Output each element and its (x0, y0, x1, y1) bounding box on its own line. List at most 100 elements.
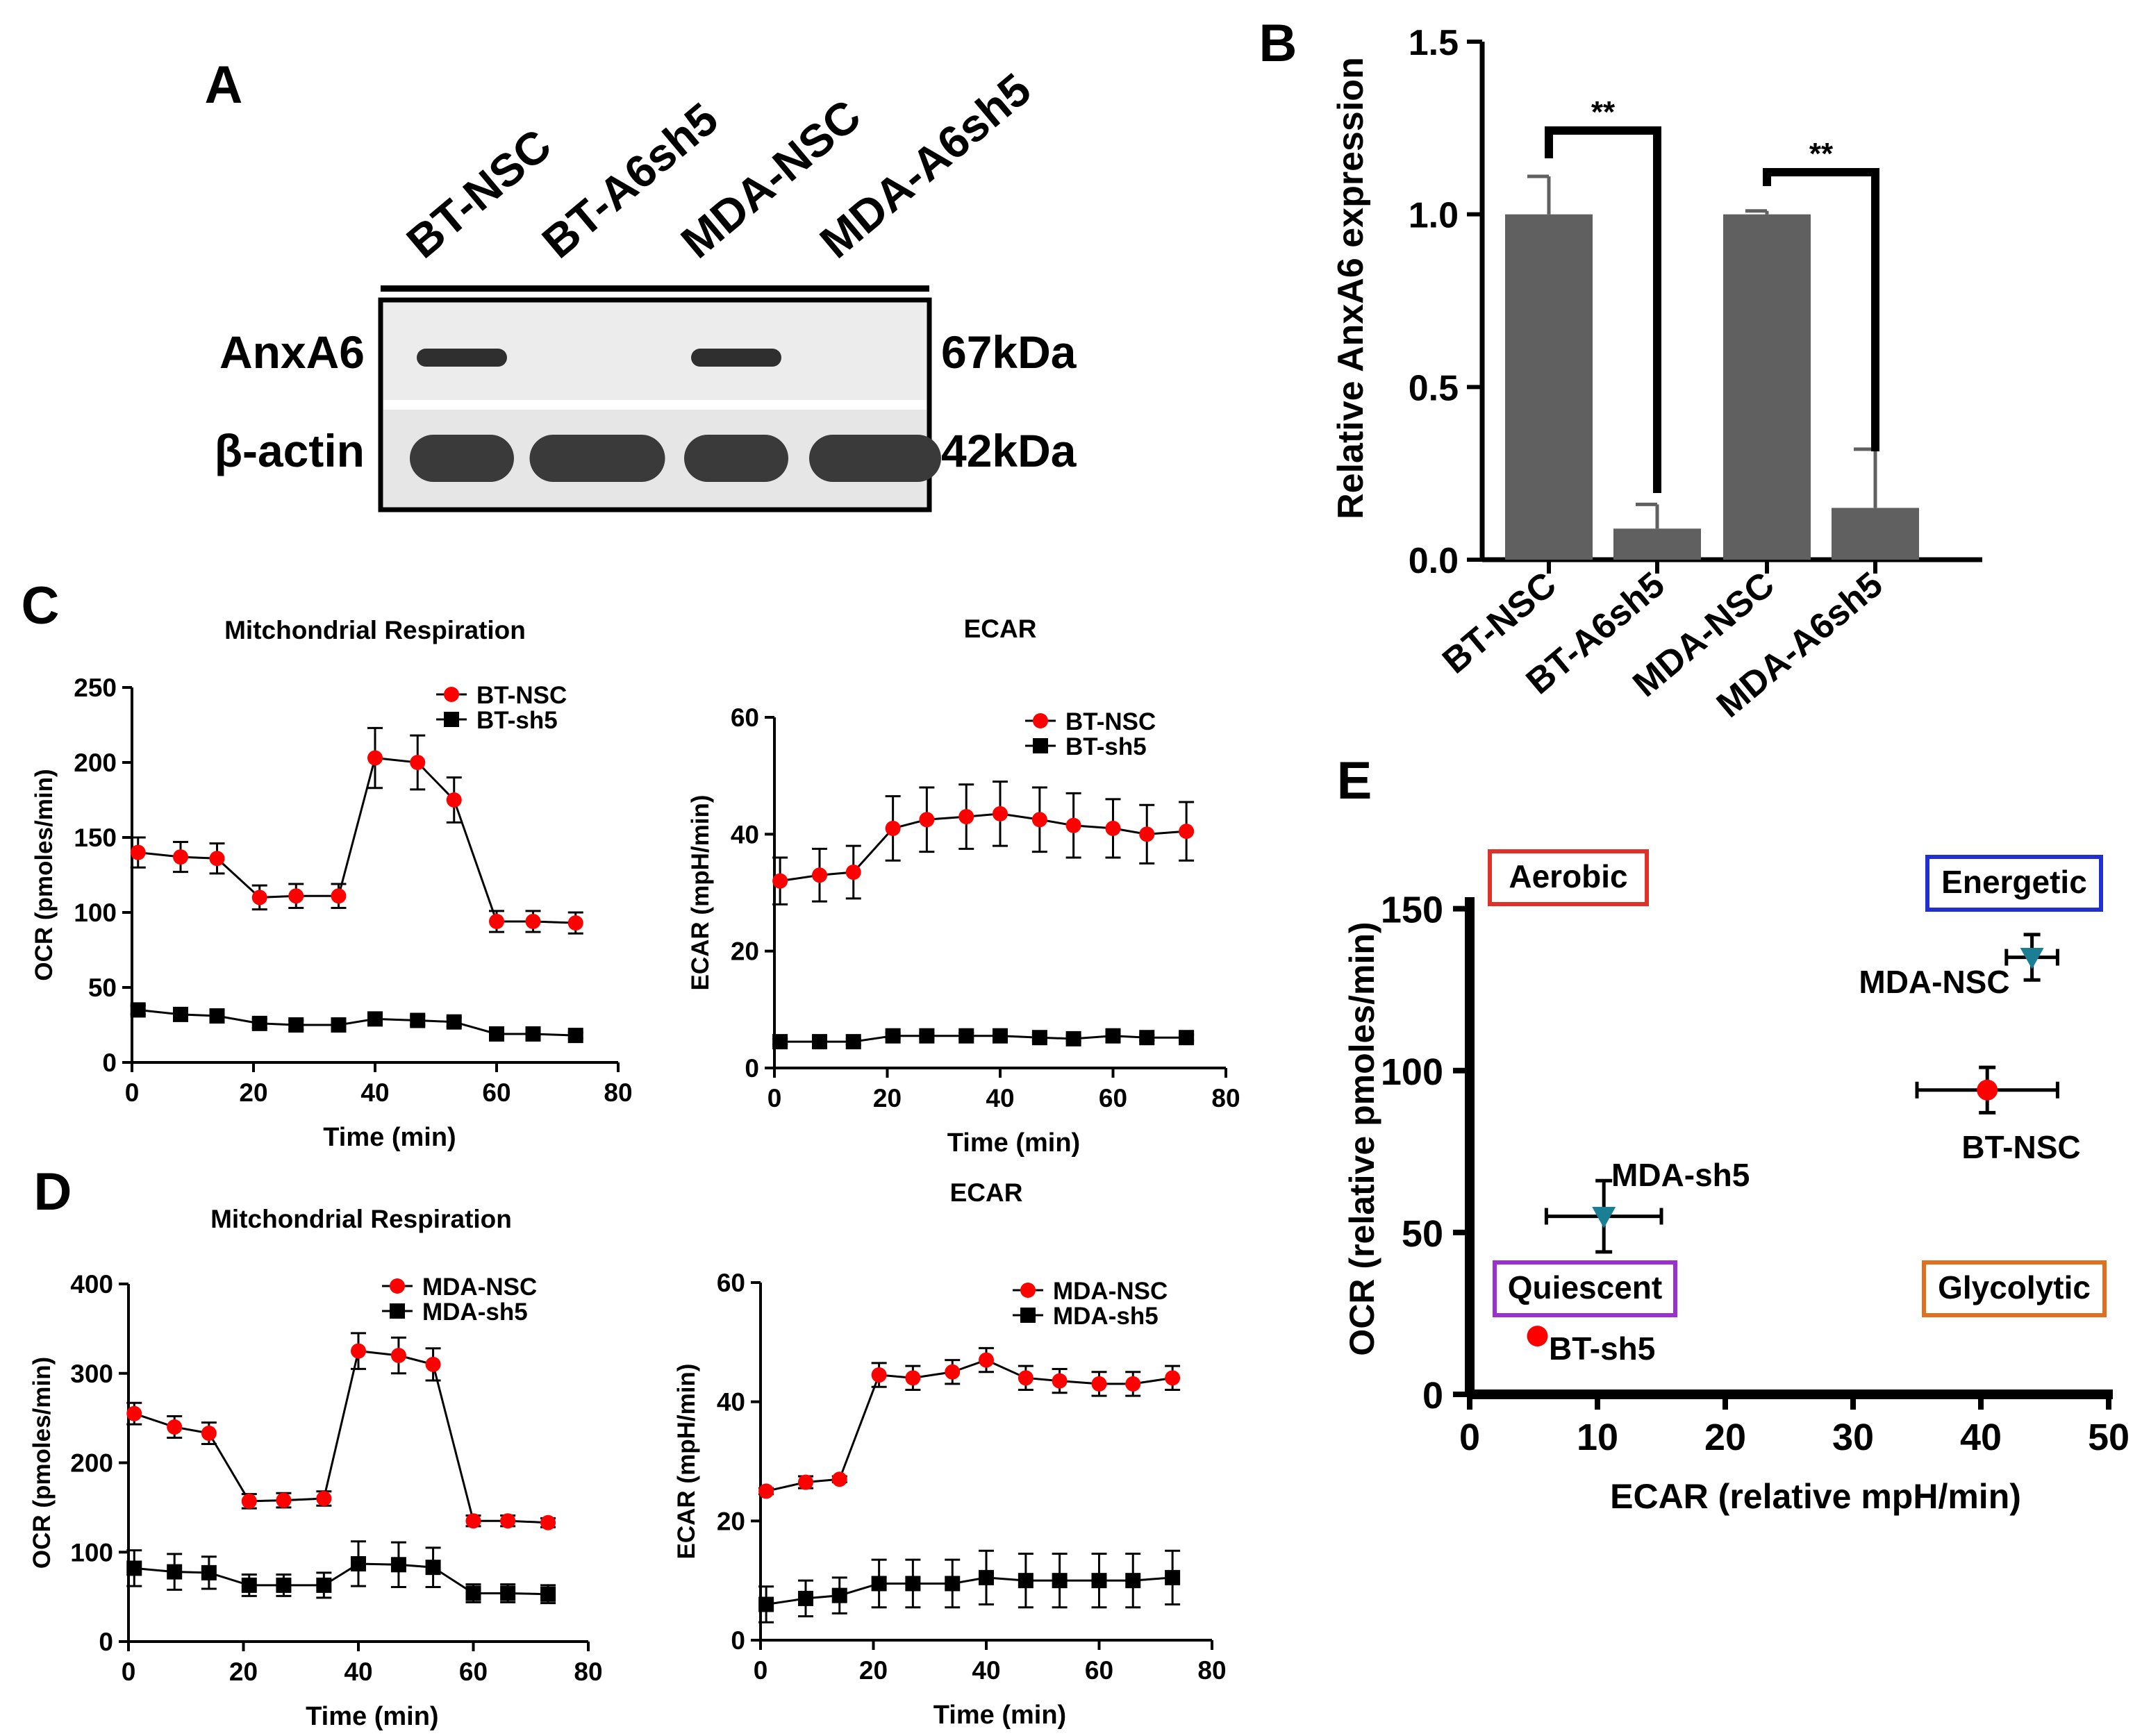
data-point (993, 1028, 1008, 1044)
y-tick-label: 400 (70, 1270, 113, 1299)
blot-top-bar (381, 285, 929, 292)
data-point (1018, 1370, 1033, 1386)
data-point (993, 806, 1008, 821)
y-tick-label: 0.0 (1409, 541, 1459, 581)
data-point (500, 1513, 516, 1529)
x-tick-label: 10 (1577, 1417, 1618, 1458)
data-point (410, 755, 426, 770)
scatter-point (1527, 1326, 1548, 1347)
legend-label: BT-sh5 (1065, 733, 1147, 760)
data-point (425, 1356, 441, 1372)
chart-title: ECAR (950, 1178, 1023, 1207)
data-point (1165, 1370, 1181, 1386)
data-point (167, 1564, 183, 1580)
quadrant-label: Aerobic (1509, 858, 1627, 894)
data-point (845, 1034, 861, 1050)
y-tick-label: 300 (70, 1360, 113, 1388)
data-point (772, 1034, 788, 1050)
legend-marker (1020, 1308, 1036, 1323)
scatter-point-label: MDA-sh5 (1611, 1157, 1750, 1193)
data-point (567, 1028, 583, 1044)
x-tick-label: 60 (1099, 1084, 1127, 1112)
series-line (765, 1358, 1173, 1492)
x-tick-label: 30 (1832, 1417, 1874, 1458)
data-point (1179, 824, 1195, 840)
y-tick-label: 20 (731, 937, 759, 966)
panel-d-ecar-chart: ECAR 0 20 40 60 0 20 40 60 80 Time (min) ECAR (mpH/… (673, 1178, 1227, 1730)
data-point (758, 1596, 774, 1612)
y-tick-label: 100 (1381, 1051, 1443, 1093)
panel-letter-c: C (22, 576, 60, 635)
x-axis-title: Time (min) (323, 1123, 456, 1152)
y-axis-title: OCR (pmoles/min) (31, 769, 58, 980)
data-point (1139, 1030, 1155, 1046)
y-tick-label: 0 (731, 1626, 745, 1655)
data-point (167, 1419, 183, 1435)
y-tick-label: 60 (731, 703, 759, 732)
legend-marker (390, 1303, 405, 1319)
quadrant-box (1493, 1260, 1677, 1317)
data-point (351, 1343, 366, 1359)
data-point (446, 1014, 462, 1030)
data-point (1031, 1030, 1047, 1046)
blot-band (529, 435, 665, 482)
y-tick-label: 50 (88, 974, 117, 1002)
x-tick-label: 20 (239, 1078, 267, 1107)
data-point (758, 1483, 774, 1499)
data-point (251, 890, 267, 905)
y-tick-label: 0 (99, 1628, 113, 1656)
data-point (945, 1576, 961, 1592)
y-tick-label: 0.5 (1409, 368, 1459, 408)
y-axis-title: OCR (pmoles/min) (28, 1357, 56, 1569)
data-point (1091, 1573, 1107, 1589)
data-point (288, 888, 304, 904)
data-point (173, 849, 188, 865)
data-point (500, 1585, 516, 1601)
blot-band (691, 349, 781, 367)
data-point (489, 1026, 504, 1042)
data-point (446, 792, 462, 808)
legend-marker (1020, 1283, 1036, 1298)
data-point (173, 1006, 188, 1022)
data-point (1065, 817, 1081, 833)
data-point (126, 1560, 142, 1576)
scatter-point-label: MDA-NSC (1859, 964, 2009, 1000)
data-point (958, 809, 974, 825)
y-tick-label: 1.5 (1409, 23, 1459, 63)
y-axis-title: OCR (relative pmoles/min) (1343, 921, 1381, 1355)
data-point (958, 1028, 974, 1044)
x-tick-label: 60 (482, 1078, 510, 1107)
data-point (1052, 1373, 1068, 1389)
data-point (126, 1405, 142, 1421)
y-tick-label: 100 (70, 1538, 113, 1567)
significance-bracket (1545, 126, 1661, 493)
data-point (209, 851, 225, 867)
data-point (812, 867, 827, 883)
data-point (979, 1352, 994, 1368)
y-tick-label: 40 (717, 1388, 745, 1417)
scatter-point (1977, 1079, 1998, 1101)
x-tick-label: 20 (859, 1656, 888, 1685)
panel-letter-d: D (34, 1162, 72, 1221)
data-point (465, 1585, 481, 1601)
y-tick-label: 50 (1402, 1213, 1443, 1255)
x-tick-label: 0 (754, 1656, 768, 1685)
data-point (905, 1576, 921, 1592)
y-tick-label: 1.0 (1409, 196, 1459, 236)
chart-title: Mitchondrial Respiration (210, 1205, 512, 1233)
data-point (772, 873, 788, 889)
quadrant-label: Quiescent (1508, 1269, 1662, 1305)
series-line (780, 1035, 1187, 1043)
data-point (331, 1017, 347, 1033)
significance-bracket (1763, 168, 1879, 451)
data-point (798, 1474, 813, 1490)
scatter-point-label: BT-NSC (1961, 1129, 2080, 1165)
x-tick-label: 80 (1211, 1084, 1240, 1112)
blot-band (410, 435, 514, 482)
x-tick-label: 80 (604, 1078, 632, 1107)
x-tick-label: 20 (873, 1084, 902, 1112)
quadrant-label: Glycolytic (1938, 1269, 2091, 1305)
data-point (331, 888, 347, 904)
data-point (390, 1348, 406, 1363)
y-tick-label: 0 (1422, 1375, 1443, 1417)
